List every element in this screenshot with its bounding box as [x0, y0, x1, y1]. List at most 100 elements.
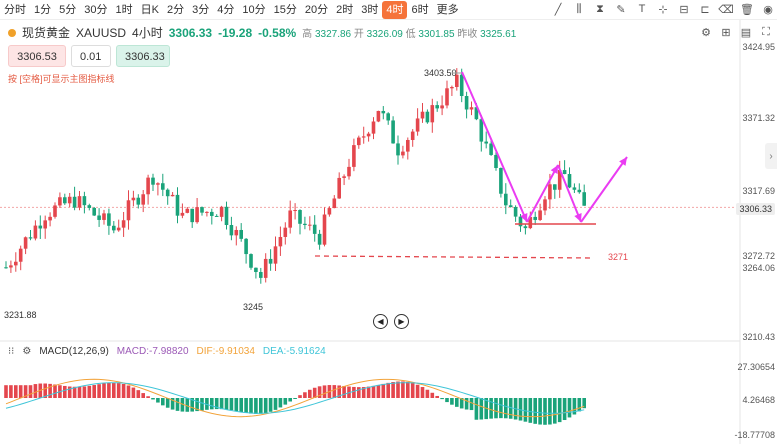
buy-price-button[interactable]: 3306.33	[116, 45, 170, 67]
timeframe-7[interactable]: 3分	[192, 3, 210, 16]
delete-icon[interactable]: 🗑	[740, 3, 754, 16]
timeframe-8[interactable]: 4分	[217, 3, 235, 16]
macd-bar	[263, 398, 268, 414]
candle-body	[293, 210, 297, 212]
fib-icon[interactable]: ⫼	[576, 2, 582, 15]
expand-panel-icon[interactable]: ›	[765, 143, 777, 169]
layout-icon[interactable]: ▤	[740, 26, 752, 39]
candle-body	[396, 143, 400, 156]
timeframe-11[interactable]: 20分	[304, 3, 329, 16]
macd-bar	[494, 398, 498, 419]
candle-body	[28, 237, 33, 239]
measure-icon[interactable]: ⊹	[658, 3, 668, 16]
instrument-name[interactable]: 现货黄金	[22, 26, 71, 40]
timeframe-14[interactable]: 4时	[382, 0, 408, 19]
timeframe-9[interactable]: 10分	[242, 3, 266, 16]
candle-body	[410, 131, 415, 140]
prev-close-label: 昨收	[457, 29, 478, 40]
collapse-icon[interactable]: ⁝⁝	[8, 346, 15, 357]
text-tool-icon[interactable]: T	[638, 3, 646, 15]
macd-bar	[308, 389, 312, 398]
timeframe-15[interactable]: 6时	[411, 3, 429, 16]
candle-body	[494, 154, 498, 169]
macd-bar	[112, 382, 116, 398]
macd-bar	[126, 385, 131, 398]
candle-body	[425, 111, 430, 123]
timeframe-0[interactable]: 分时	[4, 3, 26, 16]
fullscreen-icon[interactable]: ⛶	[762, 25, 770, 38]
timeframe-16[interactable]: 更多	[436, 3, 459, 16]
visibility-icon[interactable]: ◉	[763, 3, 773, 16]
interval-label[interactable]: 4小时	[132, 26, 163, 40]
candle-body	[303, 223, 307, 226]
timeframe-13[interactable]: 3时	[361, 3, 379, 16]
macd-bar	[249, 398, 253, 414]
candle-body	[63, 197, 67, 204]
macd-bar	[396, 381, 400, 398]
indicator-icon[interactable]: ⚙	[701, 26, 711, 39]
macd-bar	[18, 385, 23, 398]
macd-bar	[43, 383, 47, 398]
timeframe-12[interactable]: 2时	[336, 3, 354, 16]
macd-bar	[371, 385, 376, 398]
erase-icon[interactable]: ⌫	[718, 3, 734, 16]
candle-body	[459, 74, 464, 97]
timeframe-toolbar: 分时 1分 5分 30分 1时 日K 2分 3分 4分 10分 15分 20分 2时 3时 4时 6时 更多	[0, 0, 777, 20]
timeframe-6[interactable]: 2分	[166, 3, 185, 16]
projection-arrow-4	[580, 156, 628, 223]
settings-icon[interactable]: ⚙	[22, 346, 32, 357]
candle-body	[254, 267, 258, 273]
candle-body	[464, 96, 469, 110]
macd-bar	[322, 385, 327, 398]
candle-body	[131, 197, 136, 201]
macd-bar	[214, 398, 219, 410]
high-annotation: 3403.50	[424, 68, 457, 78]
pen-icon[interactable]: ✎	[616, 3, 626, 16]
timeframe-5[interactable]: 日K	[140, 3, 159, 16]
projection-arrow-2-head	[550, 165, 558, 174]
left-low-annotation: 3231.88	[4, 310, 37, 320]
support-level-line	[314, 255, 595, 259]
macd-bar	[543, 398, 547, 425]
bar-tool-icon[interactable]: ⧗	[596, 2, 604, 15]
macd-bar	[67, 386, 72, 398]
gold-icon	[8, 28, 16, 37]
candle-body	[161, 183, 165, 190]
magnet-icon[interactable]: ⊏	[700, 3, 710, 16]
macd-bar	[298, 395, 302, 398]
candle-body	[14, 261, 18, 266]
draw-line-icon[interactable]: ╱	[554, 3, 562, 16]
timeframe-2[interactable]: 5分	[59, 3, 77, 16]
panel-icons: ⚙ ⊞ ▤ ⛶	[699, 25, 773, 39]
dif-line	[5, 378, 585, 418]
macd-bar	[391, 382, 395, 398]
candle-body	[513, 206, 518, 217]
candle-body	[288, 210, 292, 228]
candle-body	[533, 216, 537, 220]
macd-bar	[582, 398, 586, 409]
candle-body	[489, 143, 493, 155]
instrument-symbol: XAUUSD	[76, 25, 127, 40]
candle-body	[308, 224, 312, 226]
sell-price-button[interactable]: 3306.53	[8, 45, 66, 67]
candle-body	[205, 211, 209, 213]
timeframe-4[interactable]: 1时	[115, 3, 133, 16]
timeframe-10[interactable]: 15分	[273, 3, 297, 16]
candle-body	[234, 229, 239, 236]
macd-bar	[180, 398, 185, 412]
candle-body	[239, 229, 243, 239]
macd-bar	[107, 382, 111, 398]
compare-icon[interactable]: ⊞	[721, 26, 731, 39]
macd-bar	[357, 387, 361, 398]
scroll-right-button[interactable]: ▶	[394, 314, 409, 329]
quantity-input[interactable]: 0.01	[71, 45, 111, 67]
projection-arrow-2	[526, 164, 559, 223]
candle-body	[508, 205, 513, 207]
candle-body	[543, 199, 547, 211]
timeframe-1[interactable]: 1分	[34, 3, 52, 16]
timeframe-3[interactable]: 30分	[84, 3, 108, 16]
scroll-left-button[interactable]: ◀	[373, 314, 388, 329]
candle-body	[572, 187, 577, 190]
ruler-icon[interactable]: ⊟	[679, 3, 689, 16]
